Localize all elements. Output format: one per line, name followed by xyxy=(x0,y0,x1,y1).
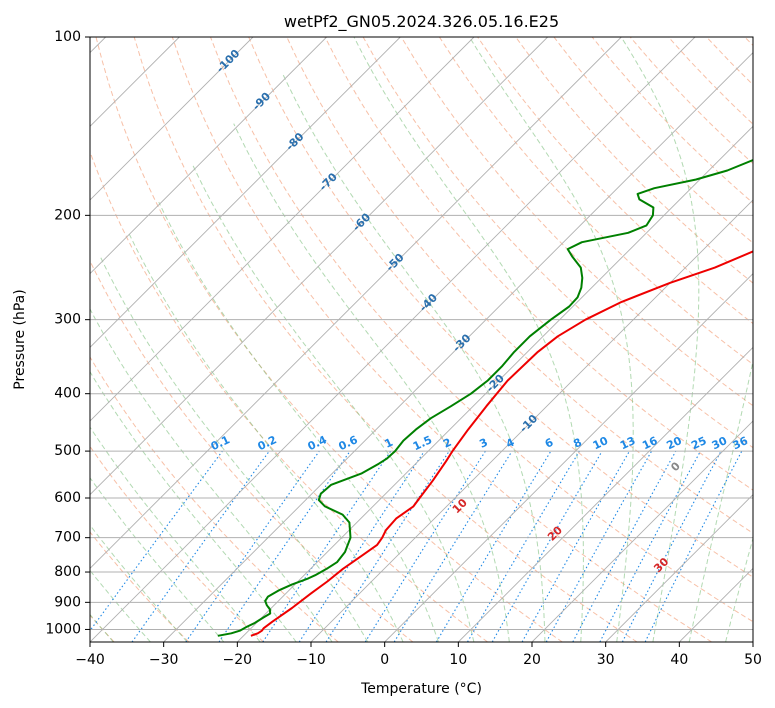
dry-adiabat xyxy=(90,445,264,642)
x-tick-label: 30 xyxy=(597,652,615,668)
mixing-ratio-label-20: 20 xyxy=(665,434,685,452)
mixing-ratio-line xyxy=(393,450,513,642)
isotherm--100 xyxy=(90,37,254,201)
y-tick-label: 400 xyxy=(54,386,81,402)
y-tick-label: 900 xyxy=(54,594,81,610)
mixing-ratio-line xyxy=(90,450,223,632)
y-tick-label: 500 xyxy=(54,443,81,459)
mixing-ratio-label-30: 30 xyxy=(710,434,730,452)
moist-adiabat xyxy=(128,233,404,642)
isotherm--90 xyxy=(90,37,327,275)
plot-area: -100-90-80-70-60-50-40-30-20-100.1 0.2 0.4… xyxy=(90,37,753,642)
x-tick-label: −20 xyxy=(223,652,253,668)
dry-adiabat xyxy=(438,37,753,366)
moist-adiabat xyxy=(688,358,753,642)
x-tick-label: 20 xyxy=(523,652,541,668)
isotherm-20 xyxy=(531,420,753,642)
moist-adiabat xyxy=(233,123,510,642)
dewpoint-line xyxy=(217,158,753,637)
isobars xyxy=(90,37,753,630)
y-tick-label: 100 xyxy=(54,29,81,45)
dry-adiabat xyxy=(133,37,638,642)
isotherms xyxy=(90,37,753,642)
temperature-line xyxy=(250,250,753,637)
dry-adiabat xyxy=(248,37,753,578)
x-tick-label: 50 xyxy=(744,652,762,668)
x-tick-label: 40 xyxy=(670,652,688,668)
isotherm--10 xyxy=(310,199,753,642)
dry-adiabat xyxy=(90,150,488,642)
mixing-ratio-label-16: 16 xyxy=(640,434,660,452)
y-tick-label: 300 xyxy=(54,312,81,328)
mixing-ratio-label-10: 10 xyxy=(591,434,611,452)
mixing-ratio-label-25: 25 xyxy=(689,434,708,452)
moist-adiabat xyxy=(158,201,439,642)
x-tick-label: −30 xyxy=(149,652,179,668)
mixing-ratio-line xyxy=(325,450,450,642)
x-tick-label: −10 xyxy=(296,652,326,668)
moist-adiabat xyxy=(620,37,700,642)
moist-adiabat xyxy=(90,426,261,642)
isotherm--80 xyxy=(90,37,401,348)
chart-title: wetPf2_GN05.2024.326.05.16.E25 xyxy=(284,12,559,32)
moist-adiabat xyxy=(725,536,753,642)
sounding-series xyxy=(217,158,753,637)
mixing-ratio-line xyxy=(131,450,270,642)
y-tick-label: 800 xyxy=(54,564,81,580)
y-tick-label: 1000 xyxy=(45,621,81,637)
isotherm--50 xyxy=(90,37,622,569)
mixing-ratio-line xyxy=(185,450,320,642)
dry-adiabat xyxy=(90,531,190,642)
mixing-ratio-line xyxy=(218,450,351,642)
dry-adiabat xyxy=(515,37,753,284)
isotherm--70 xyxy=(90,37,475,422)
dry-adiabat xyxy=(210,37,753,623)
y-axis: 100 200 300 400 500 600 700 800 900 1000 xyxy=(45,29,90,637)
moist-adiabat xyxy=(90,308,333,642)
mixing-ratio-line xyxy=(545,450,653,642)
moist-adiabat xyxy=(90,476,225,642)
moist-adiabat xyxy=(353,37,584,642)
dry-adiabat xyxy=(95,37,563,642)
isotherm--30 xyxy=(163,52,753,642)
isotherm--20 xyxy=(237,125,753,642)
x-tick-label: −40 xyxy=(75,652,105,668)
moist-adiabat xyxy=(90,524,188,642)
isotherm--60 xyxy=(90,37,548,496)
isotherm-10 xyxy=(458,346,753,642)
y-tick-label: 600 xyxy=(54,490,81,506)
x-tick-label: 10 xyxy=(449,652,467,668)
y-axis-title: Pressure (hPa) xyxy=(12,289,28,389)
y-tick-label: 200 xyxy=(54,207,81,223)
isotherm--40 xyxy=(90,37,696,642)
moist-adiabat xyxy=(192,165,475,642)
mixing-ratio-line xyxy=(572,450,677,642)
plot-frame xyxy=(89,36,754,643)
mixing-ratio-label-13: 13 xyxy=(618,434,637,452)
dry-adiabat xyxy=(400,37,753,407)
isotherm-30 xyxy=(605,494,753,642)
x-axis-title: Temperature (°C) xyxy=(360,681,482,697)
y-tick-label: 700 xyxy=(54,530,81,546)
isotherm-0 xyxy=(384,273,753,642)
mixing-ratio-line xyxy=(521,450,630,642)
dry-adiabat xyxy=(171,37,712,642)
mixing-ratio-label-36: 36 xyxy=(731,434,751,452)
dry-adiabat xyxy=(324,37,753,491)
x-tick-label: 0 xyxy=(380,652,389,668)
dry-adiabat xyxy=(90,356,339,642)
mixing-ratio-line xyxy=(644,450,743,642)
x-axis: −40 −30 −20 −10 0 10 20 30 40 50 xyxy=(75,642,762,668)
